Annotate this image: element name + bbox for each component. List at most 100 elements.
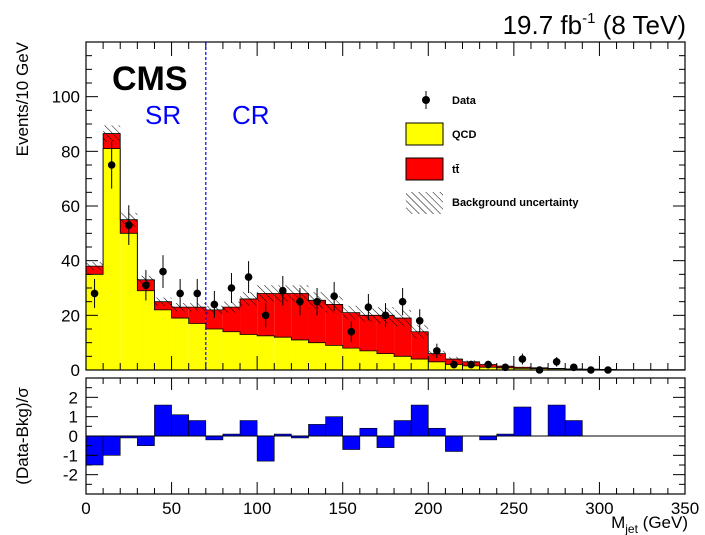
ratio-bar — [547, 404, 566, 437]
ratio-bar — [86, 435, 104, 466]
data-point — [107, 141, 116, 189]
ratio-bar — [308, 424, 326, 437]
region-label-sr: SR — [145, 100, 181, 130]
data-point — [398, 288, 407, 316]
qcd-bar — [205, 329, 223, 370]
x-tick-label: 200 — [414, 499, 442, 518]
qcd-bar — [154, 309, 172, 370]
ttbar-bar — [291, 293, 309, 340]
y-tick-label: 20 — [61, 306, 80, 325]
y-tick-label: 60 — [61, 197, 80, 216]
ratio-bar — [188, 420, 207, 437]
ratio-bar — [342, 435, 361, 450]
ratio-y-tick-label: 1 — [69, 408, 78, 427]
ttbar-bar — [376, 315, 395, 354]
data-point — [296, 288, 304, 316]
x-axis-label-tail: (GeV) — [638, 513, 688, 532]
ratio-bar — [513, 406, 532, 437]
data-point — [501, 363, 510, 372]
ttbar-bar — [222, 307, 241, 332]
data-point — [552, 357, 561, 367]
data-point — [518, 353, 527, 365]
legend: Data QCD tt̄ Background uncertainty — [405, 91, 579, 214]
qcd-bar — [240, 334, 258, 370]
qcd-bar — [120, 233, 138, 370]
legend-label-qcd: QCD — [452, 129, 477, 141]
data-point — [193, 279, 202, 308]
qcd-bar — [257, 335, 275, 370]
data-point — [244, 261, 253, 294]
data-point — [433, 343, 441, 359]
x-axis-label-main: M — [611, 513, 625, 532]
data-point — [124, 205, 133, 246]
ttbar-bar — [240, 298, 258, 335]
ratio-y-axis-label: (Data-Bkg)/σ — [13, 387, 32, 485]
qcd-bar — [274, 337, 292, 370]
lumi-label: 19.7 fb-1 (8 TeV) — [503, 10, 686, 40]
ratio-bar — [564, 420, 583, 437]
qcd-bar — [222, 331, 241, 370]
main-plot-frame — [85, 41, 686, 371]
data-point — [381, 303, 390, 328]
legend-label-uncertainty: Background uncertainty — [452, 197, 579, 209]
ttbar-bar — [274, 293, 292, 338]
data-point — [330, 281, 338, 311]
x-tick-label: 100 — [243, 499, 271, 518]
ratio-bar — [137, 435, 155, 446]
data-point — [467, 360, 475, 369]
legend-entry-uncertainty: Background uncertainty — [406, 192, 579, 214]
qcd-bar — [86, 274, 104, 370]
lumi-main: 19.7 fb — [503, 10, 583, 40]
x-axis-label-sub: jet — [624, 522, 638, 535]
legend-label-ttbar: tt̄ — [452, 164, 460, 176]
qcd-bar — [411, 359, 429, 370]
qcd-bar — [137, 290, 155, 370]
ratio-bar — [445, 435, 463, 452]
ratio-bar — [427, 427, 446, 437]
ratio-plot-frame — [85, 377, 686, 495]
data-point — [227, 273, 236, 303]
ttbar-bar — [411, 331, 429, 360]
ratio-bar — [171, 414, 189, 437]
legend-entry-qcd: QCD — [405, 122, 477, 146]
data-point — [450, 360, 458, 369]
data-point — [210, 291, 219, 318]
data-point — [176, 279, 184, 308]
data-point — [279, 276, 287, 306]
qcd-bar — [342, 348, 360, 370]
ratio-y-tick-label: 0 — [69, 427, 78, 446]
data-point — [364, 294, 373, 321]
ratio-y-tick-label: 2 — [69, 388, 78, 407]
main-plot: 0 20 40 60 80 100 — [52, 41, 686, 380]
ttbar-bar — [325, 304, 343, 346]
lumi-tail: (8 TeV) — [595, 10, 686, 40]
qcd-bar — [291, 339, 309, 370]
ratio-bar — [479, 435, 498, 441]
ratio-bar — [325, 416, 344, 437]
qcd-outline — [86, 148, 685, 370]
data-point — [484, 360, 492, 369]
legend-entry-data: Data — [422, 91, 477, 109]
qcd-bar — [376, 353, 395, 370]
data-point — [90, 279, 99, 308]
x-tick-label: 300 — [585, 499, 613, 518]
experiment-label: CMS — [112, 60, 188, 98]
ttbar-bar — [359, 315, 377, 351]
ratio-bar — [359, 427, 378, 437]
qcd-bar — [188, 323, 206, 370]
qcd-bar — [359, 350, 377, 370]
y-tick-label: 0 — [71, 361, 80, 380]
x-tick-label: 250 — [500, 499, 528, 518]
legend-label-data: Data — [452, 95, 477, 107]
qcd-bar — [103, 148, 121, 370]
x-tick-label: 150 — [329, 499, 357, 518]
ratio-bar — [239, 420, 258, 437]
x-tick-label: 50 — [162, 499, 181, 518]
qcd-bar — [308, 342, 326, 370]
qcd-bar — [171, 318, 189, 370]
data-point — [313, 288, 321, 316]
ratio-y-tick-label: -2 — [63, 466, 78, 485]
data-point — [261, 303, 270, 328]
data-point — [569, 363, 578, 372]
